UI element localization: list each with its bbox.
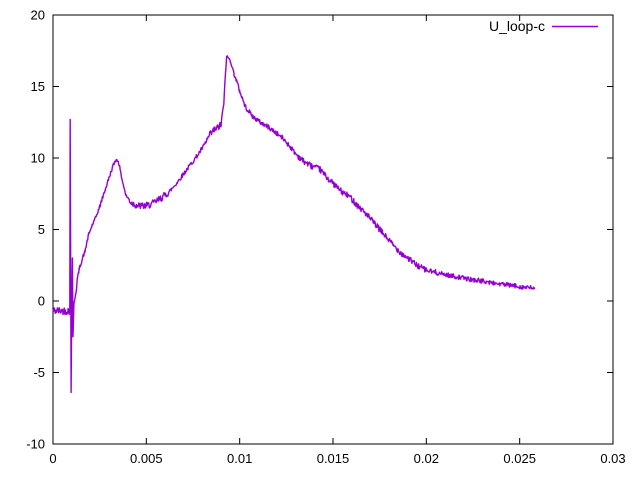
- legend-label: U_loop-c: [489, 18, 545, 34]
- axis-ticks: [52, 14, 614, 445]
- x-tick-label: 0.015: [317, 451, 350, 466]
- series-line-u-loop-c: [52, 55, 536, 394]
- y-tick-label: -5: [33, 365, 45, 380]
- legend: U_loop-c: [489, 18, 598, 34]
- x-tick-label: 0.02: [414, 451, 439, 466]
- y-tick-label: 0: [38, 294, 45, 309]
- y-tick-label: 20: [31, 8, 45, 23]
- x-axis-tick-labels: 0 0.005 0.01 0.015 0.02 0.025 0.03: [49, 451, 625, 466]
- x-tick-label: 0.03: [600, 451, 625, 466]
- y-tick-label: 15: [31, 79, 45, 94]
- plot-border: [52, 14, 614, 445]
- x-tick-label: 0.025: [503, 451, 536, 466]
- y-tick-label: 10: [31, 151, 45, 166]
- y-tick-label: -10: [26, 437, 45, 452]
- x-tick-label: 0.005: [130, 451, 163, 466]
- y-tick-label: 5: [38, 222, 45, 237]
- y-axis-tick-labels: -10 -5 0 5 10 15 20: [26, 8, 45, 452]
- x-tick-label: 0.01: [227, 451, 252, 466]
- x-tick-label: 0: [49, 451, 56, 466]
